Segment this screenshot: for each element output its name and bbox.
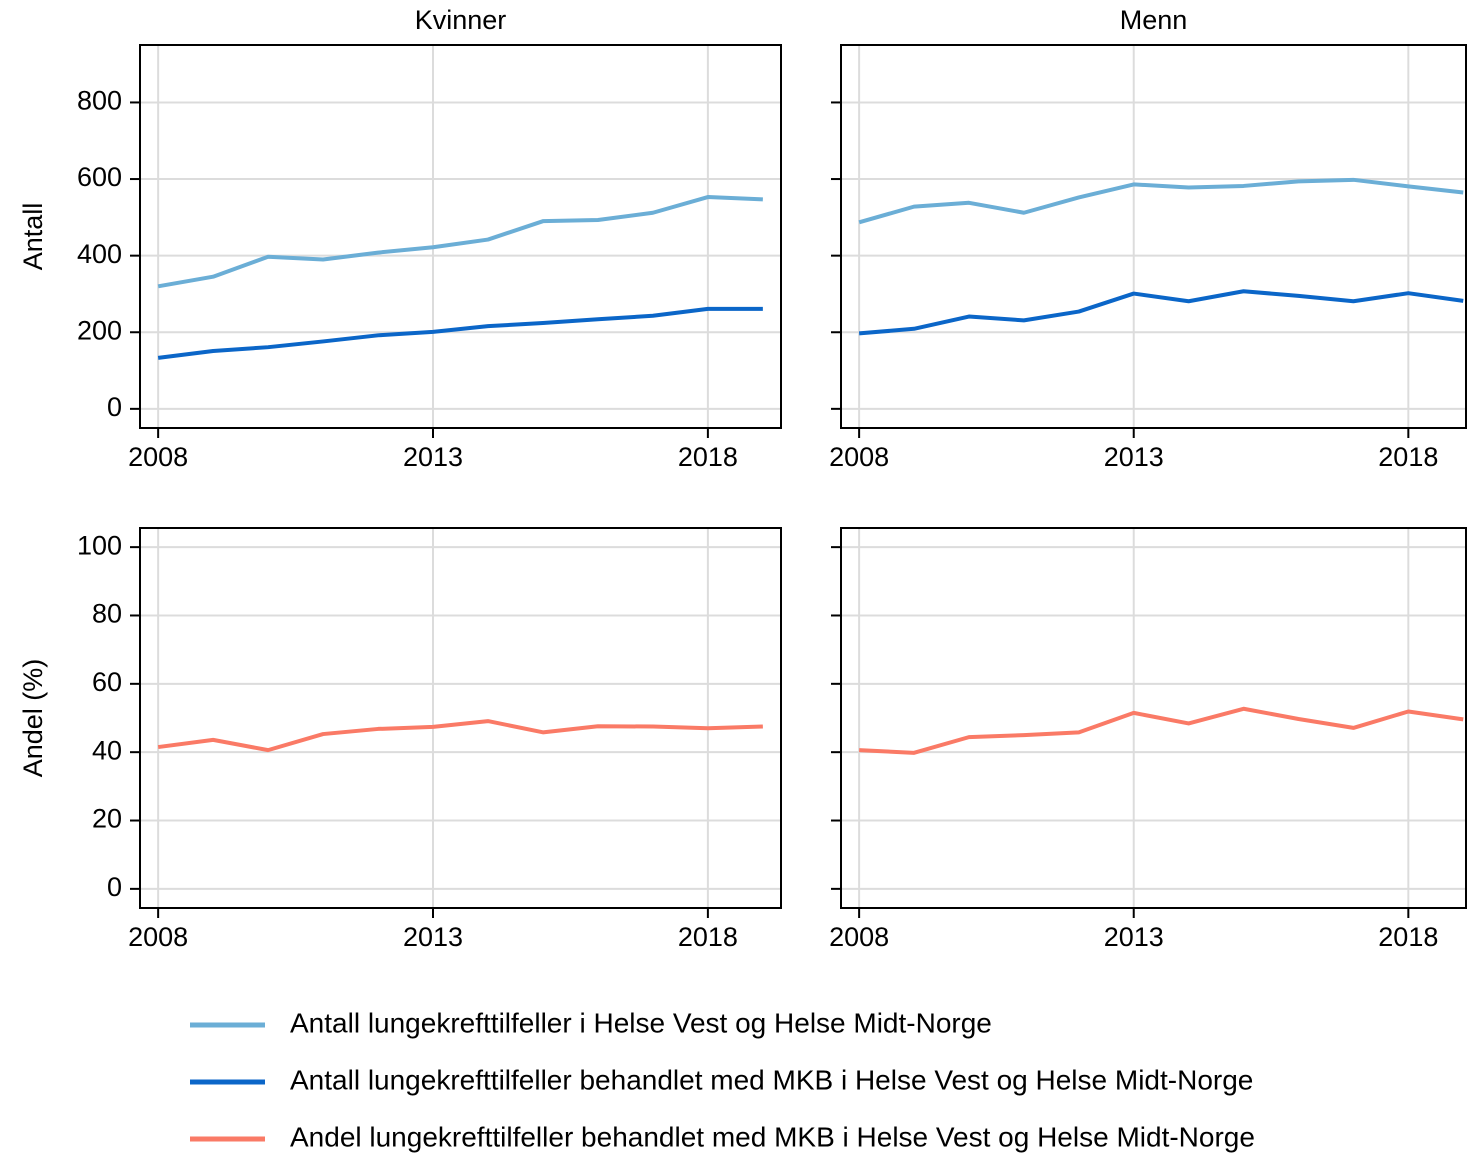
x-tick-label: 2013 [403,922,463,952]
y-tick-label: 600 [77,162,122,192]
y-tick-label: 100 [77,530,122,560]
plot-frame [139,44,782,429]
x-tick-label: 2013 [1104,442,1164,472]
series-line [859,706,1464,755]
series-line [858,289,1464,336]
x-tick-label: 2018 [678,442,738,472]
y-tick-label: 80 [92,599,122,629]
plot-frame [840,527,1467,909]
y-axis-label: Antall [18,203,48,271]
series-line [157,195,763,289]
panel-title: Menn [1120,5,1188,35]
x-tick-label: 2013 [403,442,463,472]
y-tick-label: 20 [92,804,122,834]
x-tick-label: 2018 [1378,442,1438,472]
x-tick-label: 2008 [128,922,188,952]
x-tick-label: 2008 [128,442,188,472]
legend-label: Antall lungekrefttilfeller i Helse Vest … [290,1007,992,1038]
legend-label: Andel lungekrefttilfeller behandlet med … [290,1121,1255,1152]
plot-frame [840,44,1467,429]
x-tick-label: 2013 [1104,922,1164,952]
y-tick-label: 60 [92,667,122,697]
x-tick-label: 2008 [829,442,889,472]
y-tick-label: 200 [77,315,122,345]
y-tick-label: 800 [77,86,122,116]
y-tick-label: 40 [92,735,122,765]
y-axis-label: Andel (%) [18,659,48,778]
series-line [157,719,763,753]
y-tick-label: 0 [107,392,122,422]
series-line [157,306,763,360]
legend-label: Antall lungekrefttilfeller behandlet med… [290,1064,1253,1095]
x-tick-label: 2018 [1378,922,1438,952]
x-tick-label: 2008 [829,922,889,952]
y-tick-label: 0 [107,872,122,902]
x-tick-label: 2018 [678,922,738,952]
series-line [858,177,1464,225]
panel-title: Kvinner [415,5,507,35]
plot-frame [139,527,782,909]
y-tick-label: 400 [77,239,122,269]
